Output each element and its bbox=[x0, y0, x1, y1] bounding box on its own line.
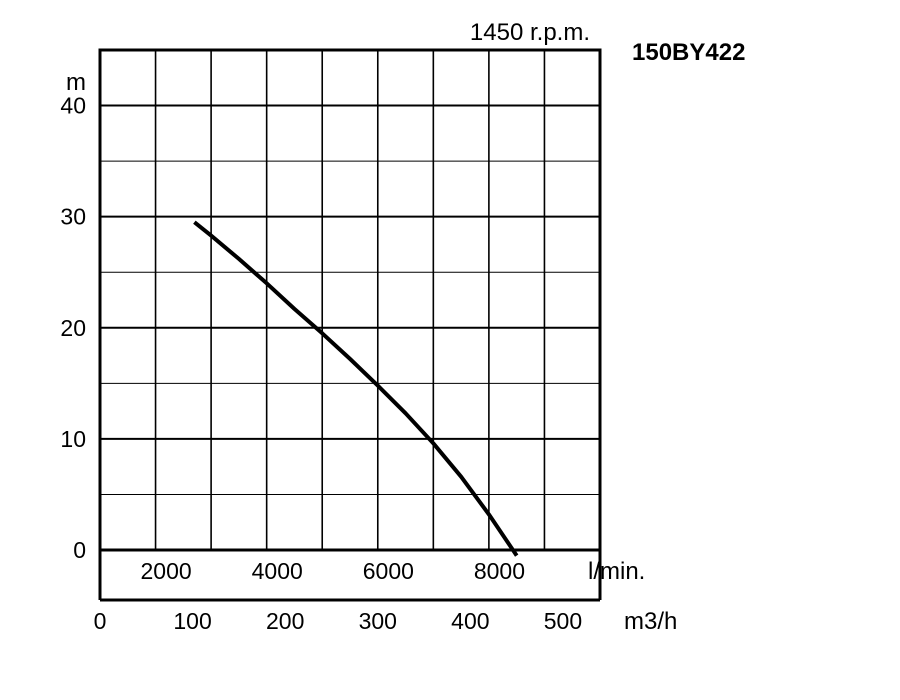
grid bbox=[100, 50, 600, 550]
x-secondary-tick-label: 0 bbox=[94, 608, 107, 634]
rpm-label: 1450 r.p.m. bbox=[470, 19, 590, 46]
y-axis-unit: m bbox=[66, 69, 86, 96]
y-tick-label: 20 bbox=[60, 315, 86, 341]
x-secondary-tick-label: 200 bbox=[266, 608, 304, 634]
x-primary-tick-label: 6000 bbox=[363, 558, 414, 584]
axes bbox=[98, 48, 602, 602]
x-secondary-tick-label: 100 bbox=[173, 608, 211, 634]
curve-layer bbox=[193, 220, 519, 557]
labels: 1450 r.p.m. 150BY422 m l/min. m3/h 0 10 20… bbox=[60, 19, 745, 635]
x-axis-primary-unit: l/min. bbox=[588, 558, 645, 585]
x-primary-tick-label: 2000 bbox=[141, 558, 192, 584]
x-primary-tick-label: 8000 bbox=[474, 558, 525, 584]
x-axis-secondary-unit: m3/h bbox=[624, 608, 677, 635]
plot-frame bbox=[98, 48, 602, 552]
y-tick-label: 40 bbox=[60, 93, 86, 119]
x-secondary-tick-label: 300 bbox=[359, 608, 397, 634]
x-primary-tick-label: 4000 bbox=[252, 558, 303, 584]
y-tick-label: 10 bbox=[60, 426, 86, 452]
model-title: 150BY422 bbox=[632, 39, 745, 66]
x-secondary-tick-label: 500 bbox=[544, 608, 582, 634]
performance-curve bbox=[193, 220, 519, 557]
y-tick-label: 0 bbox=[73, 537, 86, 563]
y-tick-label: 30 bbox=[60, 204, 86, 230]
x-secondary-tick-label: 400 bbox=[451, 608, 489, 634]
